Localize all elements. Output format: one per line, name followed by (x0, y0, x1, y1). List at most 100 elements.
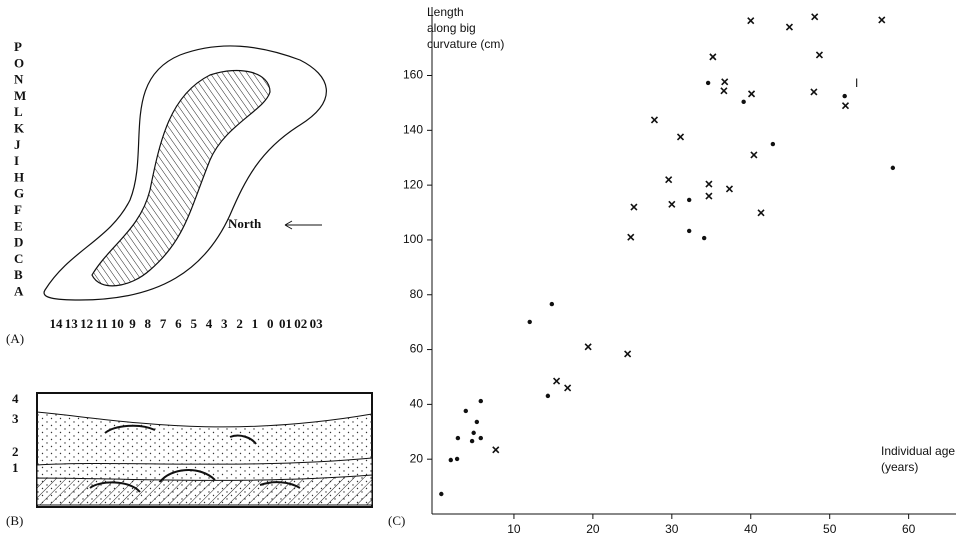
column-label: 11 (96, 316, 108, 331)
panel-b: (B) 4 3 21 (6, 391, 373, 528)
x-tick-label: 30 (665, 522, 679, 536)
cross-point (750, 151, 758, 159)
row-label: O (14, 55, 24, 70)
column-label: 4 (206, 316, 213, 331)
cross-point (624, 350, 632, 358)
y-tick-label: 80 (410, 287, 424, 301)
dot-point (549, 301, 555, 307)
panel-c: (C) 20 40 60 80 100 120 140 160 10 20 30 40 50 60 Leng… (388, 5, 956, 536)
panel-label: (A) (6, 331, 24, 346)
cross-point (811, 13, 819, 21)
y-tick-label: 60 (410, 342, 424, 356)
cross-point (705, 192, 713, 200)
cross-point (810, 88, 818, 96)
column-label: 2 (236, 316, 243, 331)
dot-point (439, 491, 444, 497)
column-label: 10 (111, 316, 124, 331)
dot-point (890, 165, 896, 171)
dot-point (842, 93, 847, 99)
cross-point (665, 176, 673, 184)
column-label: 6 (175, 316, 182, 331)
x-axis-title: (years) (881, 460, 918, 474)
column-label: 14 (50, 316, 64, 331)
row-label: H (14, 169, 24, 184)
column-label: 03 (310, 316, 324, 331)
dot-point (471, 430, 476, 436)
cross-point (747, 17, 755, 25)
dot-point (686, 197, 692, 203)
y-tick-label: 40 (410, 397, 424, 411)
cross-point (709, 53, 717, 61)
cross-point (757, 209, 765, 217)
direction-label: North (228, 216, 262, 231)
x-tick-label: 20 (586, 522, 600, 536)
y-tick-label: 20 (410, 451, 424, 465)
row-label: G (14, 186, 24, 201)
row-label: P (14, 39, 22, 54)
y-tick-label: 160 (403, 68, 423, 82)
row-label: J (14, 137, 21, 152)
bone-area (91, 69, 271, 287)
panel-label: (B) (6, 513, 23, 528)
column-label: 3 (221, 316, 228, 331)
dot-point (478, 435, 483, 441)
dot-point (455, 435, 461, 441)
dot-point (478, 398, 483, 404)
dot-point (527, 319, 532, 325)
row-label: I (14, 153, 19, 168)
cross-point (553, 377, 561, 385)
outer-contour (43, 45, 327, 301)
dot-point (545, 393, 551, 399)
column-label: 7 (160, 316, 167, 331)
dot-point (454, 456, 460, 462)
dot-point (705, 80, 711, 86)
cross-point (676, 133, 685, 141)
row-label: F (14, 202, 22, 217)
column-label: 8 (145, 316, 152, 331)
dot-point (469, 438, 475, 444)
row-label: M (14, 88, 26, 103)
cross-point (492, 446, 500, 454)
row-label: C (14, 251, 23, 266)
column-label: 13 (65, 316, 79, 331)
x-tick-label: 60 (902, 522, 916, 536)
dot-point (448, 457, 453, 463)
dot-point (474, 419, 480, 425)
panel-label: (C) (388, 513, 405, 528)
cross-point (721, 78, 729, 86)
layer-label: 4 (12, 391, 19, 406)
cross-point (725, 185, 734, 193)
arrow-head (284, 220, 293, 230)
cross-point (564, 384, 572, 392)
cross-point (815, 51, 824, 59)
column-label: 0 (267, 316, 274, 331)
column-label: 9 (129, 316, 136, 331)
cross-point (668, 200, 676, 208)
row-label: E (14, 218, 23, 233)
column-label: 1 (252, 316, 259, 331)
annotation: I (855, 76, 858, 90)
cross-point (841, 102, 850, 110)
row-label: B (14, 267, 23, 282)
dot-point (686, 228, 692, 234)
dot-point (463, 408, 468, 414)
cross-point (785, 23, 794, 31)
column-label: 5 (190, 316, 197, 331)
cross-point (705, 180, 713, 188)
cross-point (747, 90, 756, 98)
cross-point (720, 87, 728, 95)
layer-label: 3 (12, 411, 19, 426)
y-axis-title: along big (427, 21, 476, 35)
column-label: 12 (80, 316, 93, 331)
x-tick-label: 40 (744, 522, 758, 536)
cross-point (878, 16, 886, 24)
row-label: N (14, 72, 24, 87)
row-label: D (14, 235, 23, 250)
cross-point (650, 116, 659, 124)
dot-point (741, 99, 746, 105)
x-axis-title: Individual age (881, 444, 955, 458)
column-label: 02 (294, 316, 307, 331)
y-axis-title: curvature (cm) (427, 37, 504, 51)
bones (89, 424, 301, 493)
